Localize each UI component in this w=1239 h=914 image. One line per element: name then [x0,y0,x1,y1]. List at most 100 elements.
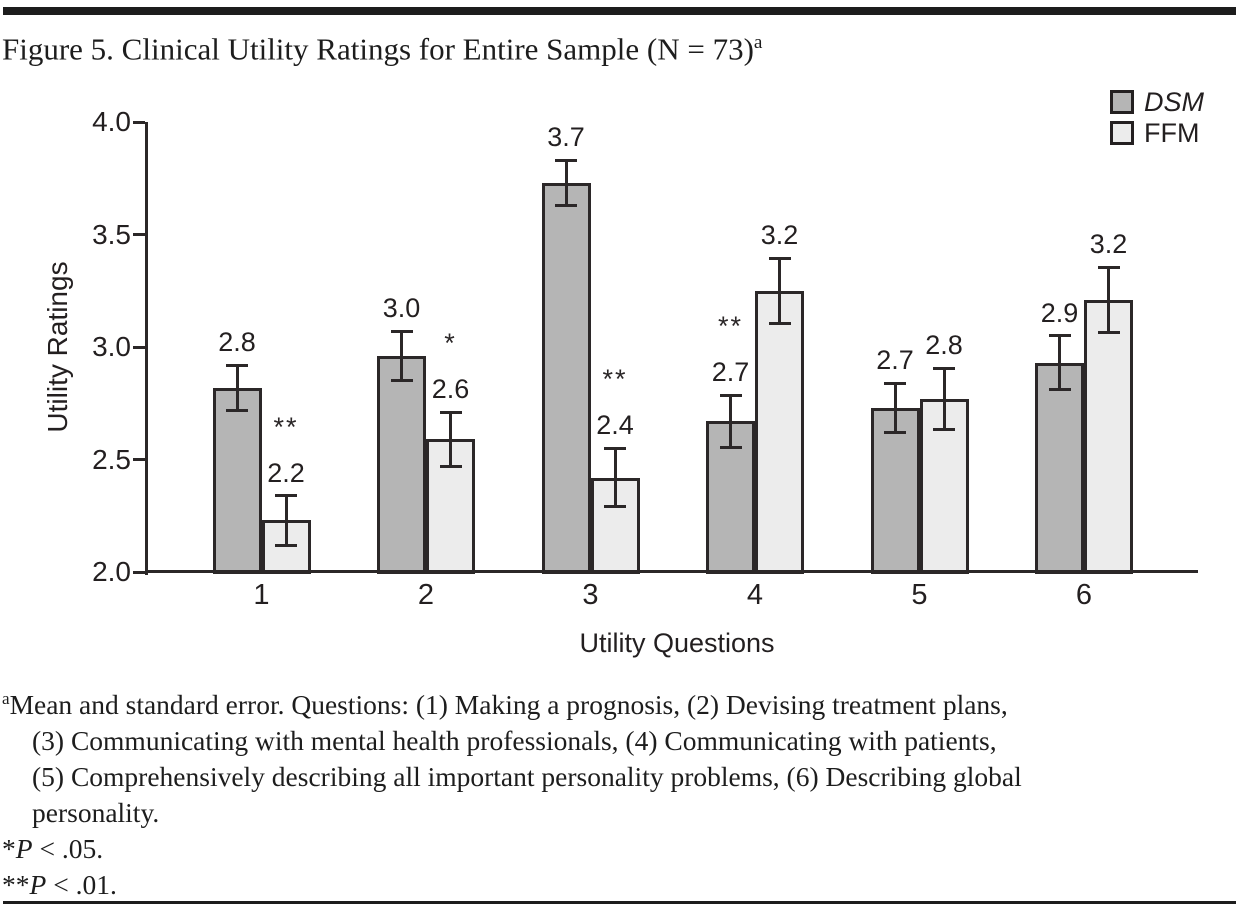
error-bar [449,412,452,467]
sig-note-rest: < .05. [32,833,104,865]
error-bar [778,258,781,324]
error-bar-cap [226,408,248,412]
legend-label-ffm: FFM [1144,118,1200,148]
significance-marker: ** [717,311,743,342]
error-bar-cap [275,543,297,547]
error-bar-cap [604,446,626,450]
footnote-line-1: aMean and standard error. Questions: (1)… [2,681,1237,723]
error-bar-cap [768,256,791,260]
x-axis-tick-label: 5 [911,579,928,611]
x-axis-tick-label: 6 [1075,579,1093,611]
error-bar-cap [719,393,742,397]
footnote-superscript: a [2,689,10,708]
bar-value-label: 3.2 [1089,229,1128,260]
bar-dsm-q3 [541,182,591,574]
error-bar-cap [439,464,462,468]
error-bar-cap [555,158,577,162]
error-bar-cap [768,321,791,325]
y-axis-tick [133,570,145,574]
sig-note-rest: < .01. [46,869,117,901]
significance-marker: ** [273,411,299,442]
footnote-line-4: personality. [32,797,160,829]
legend: DSM FFM [1110,89,1204,148]
error-bar [942,368,946,430]
error-bar-cap [390,379,413,383]
error-bar [1107,267,1110,333]
bar-value-label: 2.2 [267,457,305,488]
dsm-swatch-icon [1110,90,1134,114]
error-bar-cap [1048,388,1071,392]
bar-dsm-q5 [870,407,920,574]
sig-note-p05: *P < .05. [2,831,1237,867]
sig-note-marker: * [2,833,16,865]
bottom-rule [3,901,1236,904]
top-rule [3,7,1236,15]
legend-item-dsm: DSM [1110,89,1204,116]
error-bar-cap [719,445,742,449]
x-axis-tick-label: 3 [582,579,599,611]
bar-value-label: 2.7 [876,345,914,375]
bar-dsm-q6 [1035,362,1084,574]
y-axis-tick-label: 2.5 [92,443,131,475]
error-bar-cap [390,329,413,333]
x-axis-tick-label: 1 [253,579,270,611]
x-axis-title: Utility Questions [579,628,775,658]
x-axis-line [145,570,1198,573]
bar-value-label: 2.6 [431,374,470,405]
bar-dsm-q1 [212,387,262,574]
footnote-line-3: (5) Comprehensively describing all impor… [32,761,1022,793]
error-bar-cap [884,381,906,385]
y-axis-tick [133,233,145,236]
sig-note-p: P [29,869,47,901]
bar-ffm-q6 [1084,299,1133,574]
sig-note-p01: **P < .01. [2,867,1237,903]
legend-item-ffm: FFM [1110,118,1204,148]
error-bar [613,448,617,507]
error-bar-cap [1097,330,1120,334]
bar-value-label: 2.8 [925,330,963,361]
error-bar [893,383,897,433]
significance-marker: * [444,328,457,359]
figure-title: Figure 5. Clinical Utility Ratings for E… [2,22,762,70]
error-bar-cap [604,505,626,509]
error-bar-cap [555,203,577,207]
error-bar-cap [1097,265,1120,269]
error-bar-cap [933,366,955,370]
error-bar [1058,335,1061,390]
bar-value-label: 2.8 [218,327,256,357]
error-bar-cap [884,431,906,434]
y-axis-tick-label: 4.0 [92,106,131,137]
figure-title-text: Figure 5. Clinical Utility Ratings for E… [2,31,754,67]
y-axis-tick-label: 3.5 [92,218,131,250]
y-axis-tick-label: 3.0 [92,331,131,362]
y-axis-line [145,122,148,575]
bar-value-label: 3.0 [382,293,421,324]
error-bar-cap [439,410,462,414]
significance-marker: ** [602,364,628,395]
error-bar [729,395,732,448]
x-axis-tick-label: 4 [746,579,764,611]
y-axis-tick-label: 2.0 [92,556,131,587]
bar-ffm-q4 [755,290,804,574]
ffm-swatch-icon [1110,121,1134,145]
sig-note-marker: ** [2,869,30,901]
footnote-text-1: Mean and standard error. Questions: (1) … [9,689,1008,721]
error-bar-cap [1048,334,1071,338]
sig-note-p: P [15,833,33,865]
bar-value-label: 3.7 [547,122,585,153]
figure-title-superscript: a [753,32,763,53]
error-bar [235,365,239,410]
error-bar [284,495,288,545]
error-bar-cap [933,427,955,431]
bar-value-label: 2.9 [1040,297,1079,328]
y-axis-tick [133,345,145,349]
bar-value-label: 2.4 [596,410,634,441]
x-axis-tick-label: 2 [417,579,435,611]
error-bar [564,160,568,206]
y-axis-tick [133,120,145,124]
error-bar-cap [275,494,297,497]
y-axis-tick [133,458,145,461]
footnote-line-2: (3) Communicating with mental health pro… [32,725,997,757]
